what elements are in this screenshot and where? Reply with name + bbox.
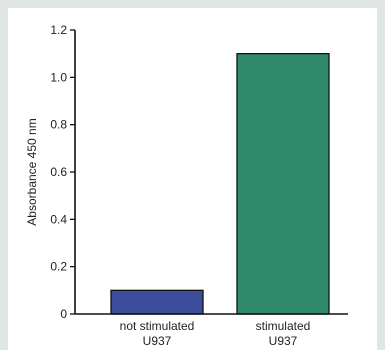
axis-layer xyxy=(70,29,348,315)
category-label-line1: stimulated xyxy=(256,319,311,333)
bar-1 xyxy=(236,53,330,315)
category-label-line2: U937 xyxy=(143,334,172,348)
y-tick-label: 0.8 xyxy=(50,118,67,132)
bar-0 xyxy=(110,289,204,315)
category-label-line2: U937 xyxy=(269,334,298,348)
y-tick-label: 0.6 xyxy=(50,165,67,179)
category-label-line1: not stimulated xyxy=(120,319,195,333)
y-tick-label: 1.2 xyxy=(50,23,67,37)
y-tick-label: 1.0 xyxy=(50,70,67,84)
y-tick-label: 0.2 xyxy=(50,260,67,274)
y-axis-title: Absorbance 450 nm xyxy=(25,118,39,225)
bars-layer xyxy=(110,53,330,315)
labels-layer: 0 0.2 0.4 0.6 0.8 1.0 1.2 Absorbance 450 nm not … xyxy=(25,23,310,348)
y-tick-label: 0 xyxy=(60,307,67,321)
y-tick-label: 0.4 xyxy=(50,212,67,226)
